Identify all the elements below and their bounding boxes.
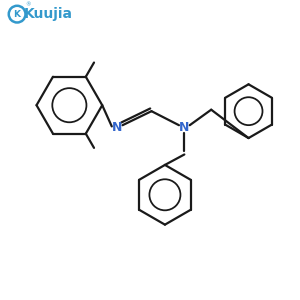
- Text: K: K: [14, 10, 21, 19]
- Text: N: N: [112, 121, 122, 134]
- Text: N: N: [179, 121, 190, 134]
- Text: ®: ®: [25, 2, 30, 7]
- Text: Kuujia: Kuujia: [24, 7, 73, 21]
